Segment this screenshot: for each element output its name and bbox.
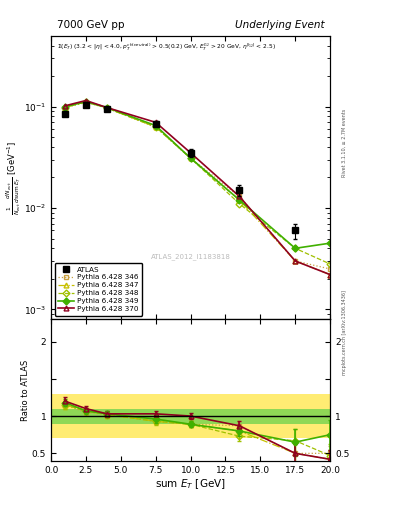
X-axis label: sum $E_T$ [GeV]: sum $E_T$ [GeV] <box>155 477 226 491</box>
Text: mcplots.cern.ch [arXiv:1306.3436]: mcplots.cern.ch [arXiv:1306.3436] <box>342 290 347 375</box>
Text: Underlying Event: Underlying Event <box>235 20 325 30</box>
Text: 7000 GeV pp: 7000 GeV pp <box>57 20 124 30</box>
Y-axis label: $\frac{1}{N_{evt}} \frac{d\,N_{evt}}{d\,\mathrm{sum}\,E_T}$ [GeV$^{-1}$]: $\frac{1}{N_{evt}} \frac{d\,N_{evt}}{d\,… <box>4 140 22 215</box>
Text: Rivet 3.1.10, ≥ 2.7M events: Rivet 3.1.10, ≥ 2.7M events <box>342 109 347 178</box>
Text: $\Sigma(E_T)$ (3.2 < |$\eta$| < 4.0, $p_T^{ch(neutral)}$ > 0.5(0.2) GeV, $E_T^{l: $\Sigma(E_T)$ (3.2 < |$\eta$| < 4.0, $p_… <box>57 41 275 52</box>
Y-axis label: Ratio to ATLAS: Ratio to ATLAS <box>22 359 31 420</box>
Text: ATLAS_2012_I1183818: ATLAS_2012_I1183818 <box>151 253 231 260</box>
Legend: ATLAS, Pythia 6.428 346, Pythia 6.428 347, Pythia 6.428 348, Pythia 6.428 349, P: ATLAS, Pythia 6.428 346, Pythia 6.428 34… <box>55 263 142 315</box>
